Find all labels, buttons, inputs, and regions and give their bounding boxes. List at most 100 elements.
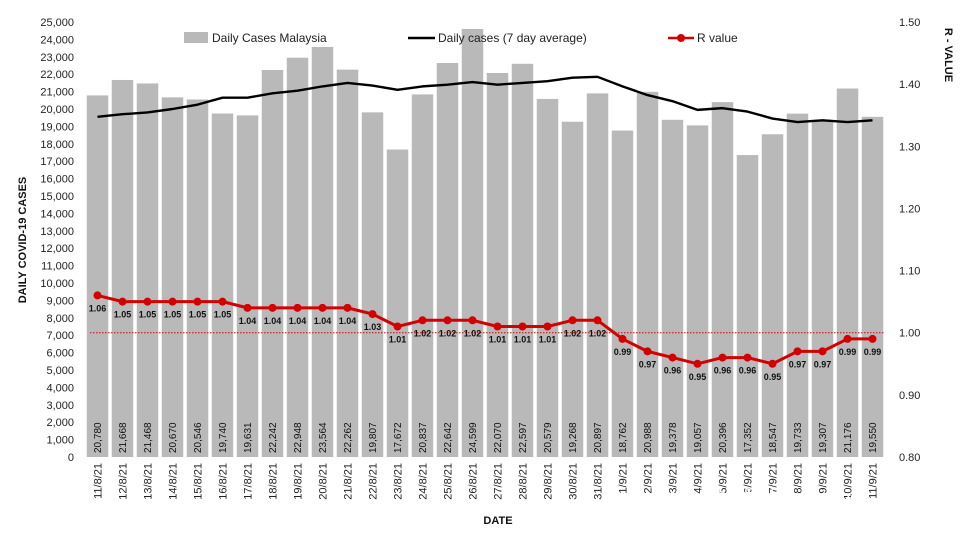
bar-value-label: 20,579 [543,422,554,453]
y-tick-label: 24,000 [40,34,74,46]
x-tick-label: 4/9/21 [693,463,705,494]
bar-value-label: 17,672 [393,422,404,453]
watermark: 微信号: kanxinjiapo [675,486,860,508]
bar [536,98,559,457]
bar [211,113,234,458]
bar-value-label: 20,780 [93,422,104,453]
y2-tick-label: 1.40 [899,79,920,91]
r-value-label: 0.99 [839,347,857,357]
x-tick-label: 3/9/21 [668,463,680,494]
x-tick-label: 22/8/21 [368,463,380,500]
bar [661,119,684,457]
bar [286,57,309,457]
x-tick-label: 1/9/21 [618,463,630,494]
r-point [143,297,152,306]
y-tick-label: 22,000 [40,69,74,81]
bar [586,93,609,457]
bar [761,134,784,457]
x-tick-label: 15/8/21 [193,463,205,500]
y-tick-label: 6,000 [46,348,74,360]
x-axis-ticks: 11/8/21 12/8/21 13/8/21 14/8/21 15/8/21 16/8/… [93,463,880,500]
x-tick-label: 19/8/21 [293,463,305,500]
r-point [193,297,202,306]
y-tick-label: 12,000 [40,243,74,255]
r-point [668,353,677,362]
wechat-icon [675,486,702,508]
y-tick-label: 17,000 [40,156,74,168]
bar-value-label: 19,807 [368,422,379,453]
r-value-label: 1.06 [89,303,107,313]
r-value-label: 1.02 [414,328,432,338]
r-point [318,303,327,312]
r-value-label: 0.97 [789,359,807,369]
r-point [368,310,377,319]
y-tick-label: 1,000 [46,435,74,447]
x-tick-label: 27/8/21 [493,463,505,500]
x-tick-label: 14/8/21 [168,463,180,500]
bar-value-label: 22,597 [518,422,529,453]
bar [611,130,634,457]
y-tick-label: 2,000 [46,417,74,429]
bar-value-label: 19,378 [668,422,679,453]
bar-value-label: 22,642 [443,422,454,453]
r-value-label: 0.99 [864,347,882,357]
x-tick-label: 6/9/21 [743,463,755,494]
bar [861,116,884,457]
x-tick-label: 17/8/21 [243,463,255,500]
bar [86,95,109,457]
bar [486,72,509,458]
r-point [643,347,652,356]
bar-value-label: 19,268 [568,422,579,453]
y2-tick-label: 1.30 [899,141,920,153]
x-tick-label: 30/8/21 [568,463,580,500]
r-value-label: 1.05 [214,310,232,320]
y-tick-label: 20,000 [40,104,74,116]
r-value-label: 1.04 [339,316,357,326]
bar [636,91,659,457]
y-tick-label: 7,000 [46,330,74,342]
r-point [418,316,427,325]
bar [161,97,184,457]
bar-value-label: 22,948 [293,422,304,453]
legend-label: Daily Cases Malaysia [212,31,327,45]
y-tick-label: 9,000 [46,295,74,307]
r-value-line: 1.06 1.05 1.05 1.05 1.05 1.05 1.04 1.04 1.04 1.04… [89,291,882,382]
bar-labels: 20,780 21,668 21,468 20,670 20,546 19,740 19,6… [93,422,879,453]
x-tick-label: 28/8/21 [518,463,530,500]
x-tick-label: 9/9/21 [818,463,830,494]
y-tick-label: 15,000 [40,191,74,203]
x-tick-label: 25/8/21 [443,463,455,500]
x-tick-label: 21/8/21 [343,463,355,500]
bar [336,69,359,457]
bar [261,69,284,457]
bar-value-label: 18,762 [618,422,629,453]
r-point [793,347,802,356]
x-tick-label: 10/9/21 [843,463,855,500]
r-point [243,303,252,312]
bar [561,121,584,457]
bar [736,155,759,457]
bar [311,46,334,458]
y-axis-title: DAILY COVID-19 CASES [17,177,29,304]
x-tick-label: 13/8/21 [143,463,155,500]
bar [461,28,484,458]
r-value-label: 0.96 [739,366,757,376]
bar-value-label: 20,897 [593,422,604,453]
r-point [268,303,277,312]
bar-value-label: 20,988 [643,422,654,453]
average-line [97,75,873,124]
y-tick-label: 8,000 [46,313,74,325]
x-tick-label: 11/9/21 [868,463,880,499]
y2-tick-label: 0.90 [899,390,920,402]
r-value-label: 1.05 [114,310,132,320]
bar [511,63,534,458]
r-value-label: 1.04 [314,316,332,326]
bar-value-label: 19,550 [868,422,879,453]
legend: Daily Cases Malaysia Daily cases (7 day a… [184,31,738,45]
r-value-label: 1.04 [289,316,307,326]
r-point [718,353,727,362]
bar [136,83,159,458]
y2-tick-label: 1.00 [899,328,920,340]
r-point [443,316,452,325]
r-point [118,297,127,306]
